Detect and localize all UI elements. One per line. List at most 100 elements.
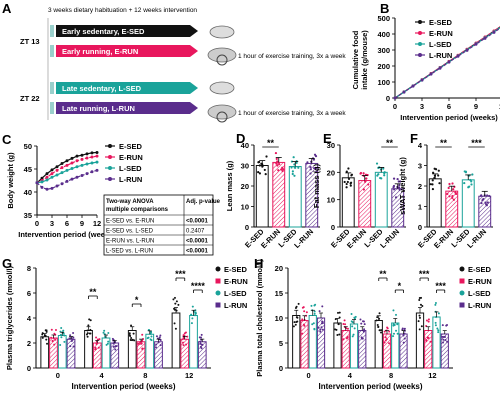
scatter-point: [309, 168, 312, 171]
scatter-point: [378, 312, 381, 315]
table-header: Two-way ANOVA multiple comparisons: [106, 199, 169, 213]
data-point: [70, 177, 74, 181]
legend-label: E-RUN: [468, 277, 492, 286]
scatter-point: [54, 329, 57, 332]
scatter-point: [436, 327, 439, 330]
scatter-point: [444, 339, 447, 342]
panel-letter-g: G: [2, 256, 12, 271]
table-cell: 0.2407: [186, 229, 205, 235]
scatter-point: [59, 333, 62, 336]
timeline-label: Early running, E-RUN: [62, 47, 138, 56]
scatter-point: [46, 342, 49, 345]
panel-letter-h: H: [254, 256, 263, 271]
scatter-point: [258, 164, 261, 167]
scatter-point: [68, 337, 71, 340]
y-tick-label: 10: [275, 314, 283, 323]
scatter-point: [158, 336, 161, 339]
scatter-point: [94, 346, 97, 349]
scatter-point: [380, 331, 383, 334]
legend-marker: [418, 20, 422, 24]
habituation-block: [50, 25, 54, 37]
bar-l-sed: [391, 322, 400, 369]
scatter-point: [386, 326, 389, 329]
legend-label: L-SED: [224, 289, 247, 298]
scatter-point: [175, 300, 178, 303]
scatter-point: [277, 169, 280, 172]
panel-g: G 0 2 4 6 8 Plasma triglycerides (mmol/l) 0 4 8 12…: [2, 256, 248, 391]
scatter-point: [394, 313, 397, 316]
scatter-point: [264, 173, 267, 176]
scatter-point: [140, 342, 143, 345]
legend-marker: [418, 31, 422, 35]
table-header-line: Two-way ANOVA: [106, 199, 154, 205]
y-axis-label: Plasma triglycerides (mmol/l): [5, 265, 14, 370]
y-tick-label: 0: [331, 223, 335, 232]
anova-table: Two-way ANOVA multiple comparisons Adj. p-…: [103, 194, 221, 256]
scatter-point: [343, 319, 346, 322]
scatter-point: [417, 320, 420, 323]
scatter-point: [155, 343, 158, 346]
data-point: [80, 163, 84, 167]
y-tick-label: 50: [24, 142, 32, 151]
scatter-point: [338, 311, 341, 314]
y-axis-label: Plasma total cholesterol (mmol/l): [255, 259, 264, 377]
panel-a: A 3 weeks dietary habituation + 12 weeks…: [2, 1, 346, 123]
scatter-point: [464, 170, 468, 173]
scatter-point: [484, 201, 487, 204]
timeline-arrow: [56, 102, 198, 114]
scatter-point: [392, 323, 395, 326]
scatter-point: [383, 341, 386, 344]
scatter-point: [383, 172, 386, 175]
scatter-point: [306, 161, 309, 164]
scatter-point: [402, 334, 405, 337]
scatter-point: [379, 176, 382, 180]
y-tick-label: 40: [241, 141, 249, 150]
bar-l-run: [440, 333, 449, 369]
y-tick-label: 0: [27, 364, 31, 373]
scatter-point: [310, 304, 313, 307]
panel-letter-c: C: [2, 132, 12, 147]
scatter-point: [482, 197, 485, 201]
scatter-point: [383, 330, 386, 333]
scatter-point: [403, 332, 406, 335]
scatter-point: [296, 316, 299, 319]
x-tick-label: 0: [35, 219, 39, 228]
training-note-early-text: 1 hour of exercise training, 3x a week: [238, 53, 346, 60]
scatter-point: [313, 310, 316, 313]
legend-marker: [108, 155, 112, 159]
scatter-point: [281, 169, 284, 173]
x-tick-label: 9: [80, 219, 84, 228]
scatter-point: [132, 332, 135, 335]
scatter-point: [469, 178, 472, 182]
scatter-point: [190, 322, 193, 325]
bar-e-run: [358, 180, 372, 228]
scatter-point: [367, 183, 370, 186]
panel-letter-b: B: [380, 1, 389, 16]
scatter-point: [86, 329, 89, 332]
scatter-point: [155, 335, 158, 338]
scatter-point: [312, 322, 315, 325]
data-point: [95, 168, 99, 172]
scatter-point: [420, 325, 423, 328]
scatter-point: [60, 326, 63, 329]
data-point: [411, 84, 415, 88]
x-tick-label: 3: [420, 102, 424, 111]
scatter-point: [429, 340, 432, 343]
scatter-point: [434, 303, 437, 306]
habituation-block: [50, 45, 54, 57]
scatter-point: [182, 337, 185, 340]
timeline-arrow: [56, 45, 198, 57]
scatter-point: [418, 316, 421, 319]
bar-e-run: [424, 330, 433, 369]
y-tick-label: 0: [418, 223, 422, 232]
scatter-point: [105, 343, 108, 346]
scatter-point: [280, 168, 283, 171]
scatter-point: [463, 181, 466, 185]
scatter-point: [309, 165, 312, 169]
zt22-label: ZT 22: [20, 94, 40, 103]
scatter-point: [274, 151, 278, 155]
training-note-late-text: 1 hour of exercise training, 3x a week: [238, 110, 346, 117]
x-tick-label: L-RUN: [378, 227, 401, 250]
table-cell: <0.0001: [186, 239, 209, 245]
